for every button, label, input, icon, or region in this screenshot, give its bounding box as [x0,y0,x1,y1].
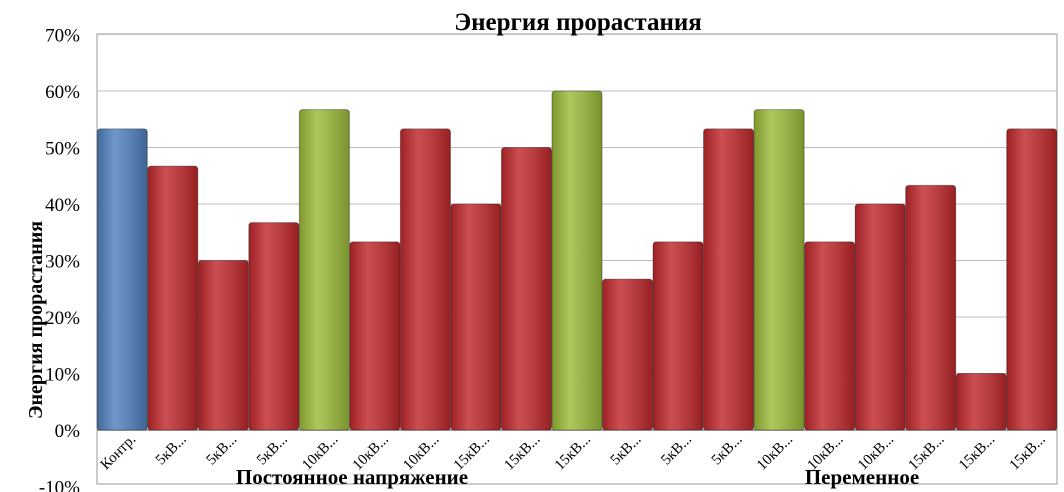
y-tick-label: 10% [45,365,80,386]
bar [804,241,856,431]
bar-shading [653,241,704,430]
y-axis-label: Энергия прорастания [25,221,47,419]
bar-shading [299,109,350,431]
bar [349,241,401,431]
y-tick-label: 70% [45,26,80,47]
chart-title: Энергия прорастания [454,9,702,36]
bar [96,128,148,431]
bar-shading [198,260,249,430]
bar [955,373,1007,431]
bar-shading [400,128,451,431]
y-tick-label: 50% [45,139,80,160]
bar [399,128,451,431]
bar-shading [1006,128,1057,431]
bar [1006,128,1058,431]
bar-shading [501,147,552,430]
y-tick-label: 40% [45,195,80,216]
bar-shading [602,279,653,430]
bar-shading [855,204,906,430]
bar [197,260,249,431]
bar [905,184,957,431]
y-tick-label: -10% [39,478,80,492]
bar-shading [248,222,299,430]
bar-shading [147,166,198,430]
bar-shading [956,373,1007,430]
bar [500,147,552,431]
group-label-ac: Переменное [805,465,919,489]
group-label-dc: Постоянное напряжение [236,465,468,489]
bar [703,128,755,431]
bars [96,90,1058,431]
bar [450,203,502,431]
y-tick-label: 20% [45,308,80,329]
bar [248,222,300,431]
bar-shading [905,185,956,430]
bar [551,90,603,431]
bar-shading [804,241,855,430]
bar-shading [450,204,501,430]
y-tick-label: 30% [45,252,80,273]
y-tick-label: 60% [45,82,80,103]
bar [652,241,704,431]
bar-shading [97,128,148,431]
bar-shading [703,128,754,431]
y-tick-labels: -10% 0% 10% 20% 30% 40% 50% 60% 70% [39,26,80,492]
bar-shading [754,109,805,431]
bar [753,109,805,431]
bar [147,165,199,431]
bar [854,203,906,431]
bar-shading [551,91,603,430]
y-tick-label: 0% [55,421,81,442]
bar [602,278,654,431]
bar-shading [349,241,400,430]
bar [298,109,350,431]
